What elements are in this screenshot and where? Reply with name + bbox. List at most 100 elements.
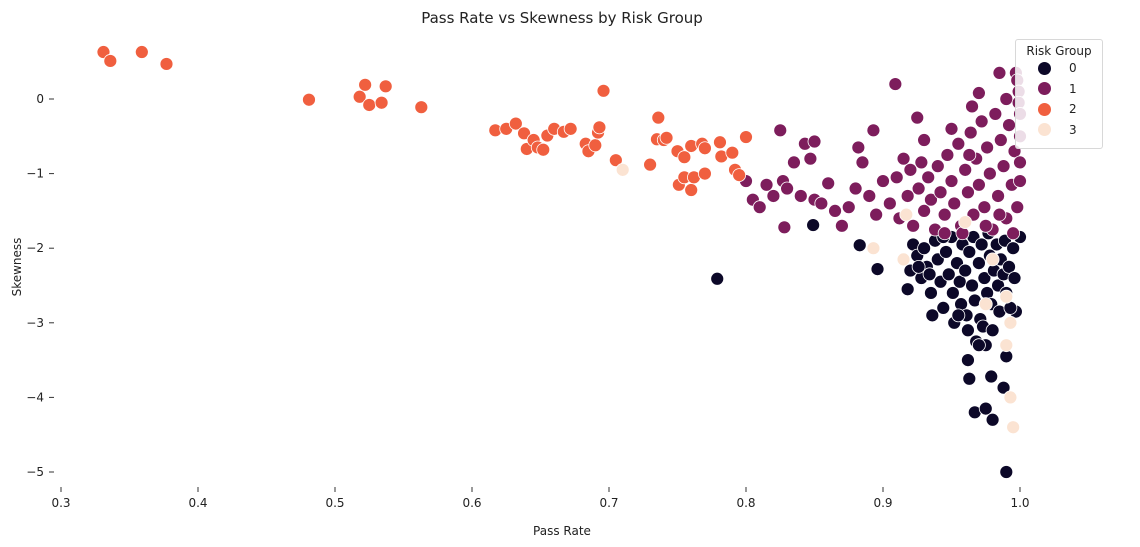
data-point-group-1 xyxy=(814,196,829,211)
data-point-group-1 xyxy=(882,196,897,211)
data-point-group-2 xyxy=(362,98,377,112)
data-point-group-2 xyxy=(134,45,149,59)
data-point-group-1 xyxy=(963,125,978,140)
data-point-group-0 xyxy=(952,274,967,289)
data-point-group-2 xyxy=(698,141,712,156)
data-point-group-1 xyxy=(903,162,918,177)
data-point-group-3 xyxy=(999,338,1014,353)
data-point-group-2 xyxy=(536,142,551,157)
data-point-group-2 xyxy=(739,130,753,144)
data-point-group-2 xyxy=(643,157,657,172)
x-axis-label: Pass Rate xyxy=(533,524,591,538)
data-point-group-2 xyxy=(508,116,523,131)
y-tick-label: 0 xyxy=(36,92,44,106)
legend-marker xyxy=(1038,61,1051,75)
data-point-group-1 xyxy=(807,134,822,149)
data-point-group-2 xyxy=(677,150,692,165)
data-point-group-0 xyxy=(710,271,725,286)
data-point-group-0 xyxy=(972,338,986,353)
data-point-group-0 xyxy=(985,323,1000,338)
data-point-group-1 xyxy=(988,107,1003,121)
data-point-group-1 xyxy=(803,151,818,166)
data-point-group-1 xyxy=(851,140,866,155)
data-point-group-2 xyxy=(159,57,174,71)
data-point-group-0 xyxy=(870,262,885,276)
y-tick-label: −4 xyxy=(26,390,44,404)
data-point-group-1 xyxy=(972,177,986,192)
data-point-group-1 xyxy=(759,177,774,192)
y-tick-label: −1 xyxy=(26,167,44,181)
data-point-group-0 xyxy=(939,245,953,259)
data-point-group-1 xyxy=(787,155,801,170)
data-point-group-1 xyxy=(780,181,794,196)
data-point-group-2 xyxy=(596,83,611,98)
data-point-group-1 xyxy=(914,155,929,170)
data-point-group-3 xyxy=(978,297,993,312)
data-point-group-3 xyxy=(1006,420,1021,435)
data-point-group-1 xyxy=(900,189,915,203)
data-point-group-0 xyxy=(806,218,821,232)
data-point-group-0 xyxy=(984,369,999,384)
legend-marker xyxy=(1038,123,1051,137)
data-point-group-1 xyxy=(996,159,1011,174)
x-tick-label: 1.0 xyxy=(1010,496,1029,510)
data-point-group-2 xyxy=(698,166,712,181)
data-point-group-1 xyxy=(980,140,995,155)
data-point-group-1 xyxy=(944,121,959,136)
legend-marker xyxy=(1038,102,1051,116)
data-point-group-0 xyxy=(924,286,938,300)
data-point-group-1 xyxy=(773,123,788,138)
data-point-group-2 xyxy=(517,126,531,141)
data-point-group-0 xyxy=(941,267,956,282)
data-point-group-1 xyxy=(972,86,986,100)
data-point-group-0 xyxy=(962,371,977,386)
data-point-group-2 xyxy=(358,77,373,92)
data-point-group-0 xyxy=(961,323,975,338)
legend-label: 2 xyxy=(1069,102,1077,117)
data-point-group-1 xyxy=(991,189,1005,203)
data-point-group-1 xyxy=(910,110,925,125)
data-point-group-1 xyxy=(921,170,936,185)
data-point-group-1 xyxy=(888,77,903,91)
y-tick-label: −5 xyxy=(26,465,44,479)
data-point-group-1 xyxy=(977,200,992,215)
legend-label: 1 xyxy=(1069,81,1077,96)
data-point-group-1 xyxy=(933,185,948,200)
data-point-group-0 xyxy=(977,271,992,285)
data-point-group-0 xyxy=(961,353,975,368)
data-point-group-0 xyxy=(962,245,977,259)
legend-entry-1: 1 xyxy=(1016,79,1102,100)
data-point-group-1 xyxy=(1013,155,1027,170)
data-point-group-0 xyxy=(925,308,940,323)
data-point-group-2 xyxy=(352,89,367,104)
data-point-group-2 xyxy=(563,121,578,136)
data-point-group-2 xyxy=(713,135,727,150)
x-tick-label: 0.6 xyxy=(462,496,481,510)
legend-entry-0: 0 xyxy=(1016,58,1102,79)
data-point-group-0 xyxy=(1007,271,1022,285)
data-point-group-1 xyxy=(944,174,959,188)
data-point-group-1 xyxy=(982,166,997,181)
data-point-group-2 xyxy=(659,130,674,145)
data-point-group-1 xyxy=(793,189,808,203)
data-point-group-1 xyxy=(937,207,952,222)
data-point-group-0 xyxy=(917,241,931,256)
x-tick-label: 0.7 xyxy=(599,496,618,510)
y-axis-label: Skewness xyxy=(10,238,24,297)
data-point-group-1 xyxy=(1002,118,1016,133)
legend-label: 0 xyxy=(1069,61,1077,76)
data-point-group-2 xyxy=(414,100,429,115)
data-point-group-1 xyxy=(978,218,993,233)
data-point-group-0 xyxy=(911,259,926,274)
data-point-group-0 xyxy=(951,308,966,323)
data-point-group-1 xyxy=(876,174,890,188)
data-point-group-0 xyxy=(985,412,1000,427)
data-point-group-1 xyxy=(937,226,952,241)
data-point-group-0 xyxy=(1002,259,1016,274)
data-point-group-0 xyxy=(900,282,915,297)
data-point-group-1 xyxy=(992,207,1007,222)
data-point-group-1 xyxy=(1013,174,1027,188)
data-point-group-1 xyxy=(752,200,767,215)
data-point-group-0 xyxy=(974,237,989,252)
